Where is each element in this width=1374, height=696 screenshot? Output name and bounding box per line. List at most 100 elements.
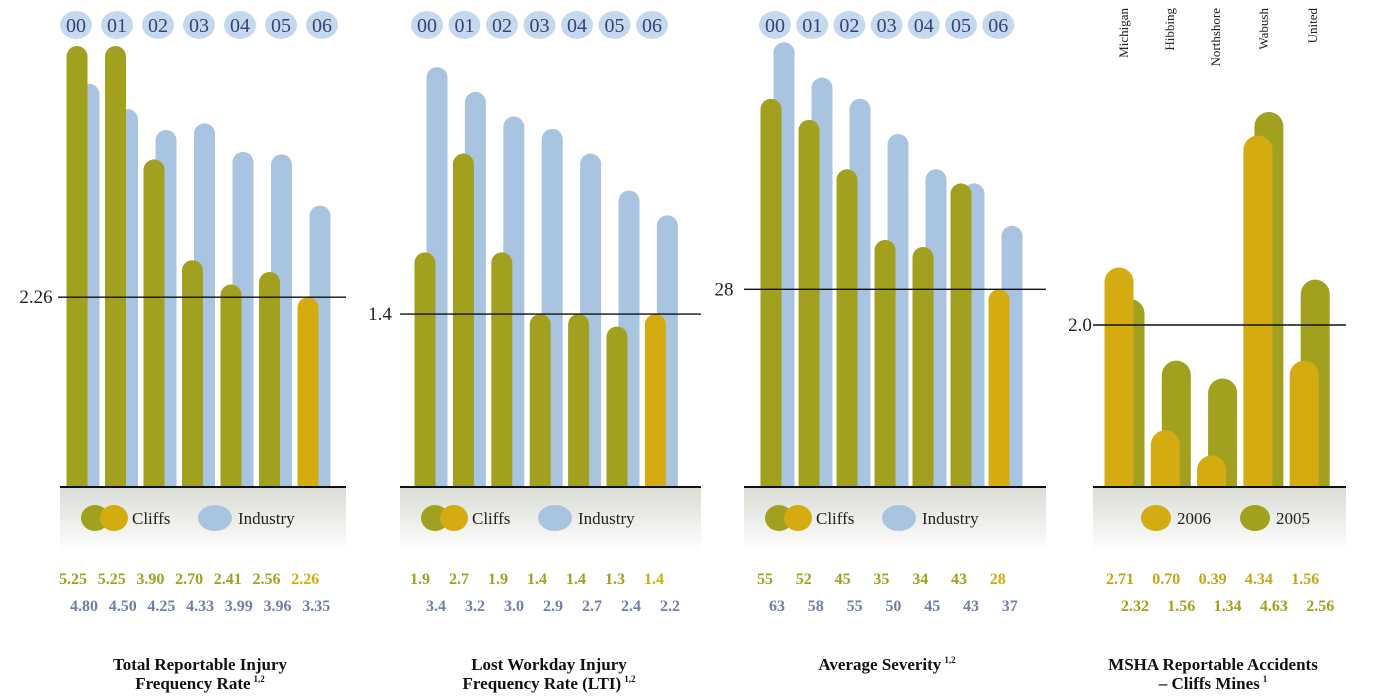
value-label-industry: 3.4: [426, 598, 446, 615]
chart-title-line-1: Lost Workday Injury: [471, 655, 627, 674]
year-label-06: 06: [988, 15, 1008, 37]
value-label-cliffs: 5.25: [59, 571, 87, 588]
year-label-04: 04: [914, 15, 934, 37]
bar-cliffs-04: [220, 284, 242, 487]
value-label-2006: 0.70: [1152, 571, 1180, 588]
chart-panel-2: 1.4 Cliffs Industry 00 01 02 03 04 05 06 1.9 2.7 1.9…: [368, 11, 701, 693]
legend-label-2005: 2005: [1276, 509, 1310, 528]
value-label-industry: 4.80: [70, 598, 98, 615]
value-label-2006: 4.34: [1245, 571, 1273, 588]
year-badge-04: [224, 11, 256, 39]
year-label-03: 03: [189, 15, 209, 37]
bar-cliffs-00: [414, 252, 436, 487]
bar-cliffs-03: [529, 314, 551, 487]
value-label-cliffs: 45: [835, 571, 851, 588]
bar-cliffs-00: [760, 98, 782, 487]
year-label-05: 05: [605, 15, 625, 37]
value-label-cliffs: 5.25: [98, 571, 126, 588]
value-label-cliffs: 35: [873, 571, 889, 588]
year-badge-05: [945, 11, 977, 39]
year-badge-04: [561, 11, 593, 39]
year-label-02: 02: [839, 15, 859, 37]
legend-swatch-industry: [538, 505, 572, 531]
year-label-02: 02: [492, 15, 512, 37]
year-badge-00: [60, 11, 92, 39]
year-badge-05: [598, 11, 631, 39]
value-label-industry: 55: [847, 598, 863, 615]
value-label-industry: 63: [769, 598, 785, 615]
value-label-industry: 3.96: [264, 598, 292, 615]
bar-2006-united: [1289, 360, 1319, 487]
value-label-2006: 1.56: [1291, 571, 1319, 588]
year-badge-01: [101, 11, 133, 39]
year-badge-03: [183, 11, 215, 39]
mine-label-hibbing: Hibbing: [1162, 8, 1177, 51]
bar-cliffs-04: [912, 246, 934, 487]
value-label-cliffs: 55: [757, 571, 773, 588]
value-label-industry: 3.2: [465, 598, 485, 615]
value-label-2005: 4.63: [1260, 598, 1288, 615]
chart-title-line-2: Frequency Rate (LTI) 1,2: [463, 674, 636, 693]
chart-panel-4: 2.0 2006 2005 Michigan Hibbing Northshore Wabu…: [1068, 8, 1346, 693]
chart-title-line-2: Frequency Rate 1,2: [135, 674, 265, 693]
value-label-cliffs: 1.4: [644, 571, 664, 588]
value-label-cliffs: 34: [912, 571, 928, 588]
chart-title: MSHA Reportable Accidents– Cliffs Mines 1: [1108, 655, 1318, 693]
chart-title-line-1: Average Severity 1,2: [818, 655, 956, 674]
legend-swatch-2005: [1240, 505, 1270, 531]
value-label-cliffs: 1.9: [410, 571, 430, 588]
value-label-cliffs: 1.4: [527, 571, 547, 588]
year-badge-02: [486, 11, 518, 39]
value-label-cliffs: 1.3: [605, 571, 625, 588]
bar-2006-hibbing: [1150, 430, 1180, 487]
year-badge-02: [833, 11, 866, 39]
year-label-00: 00: [417, 15, 437, 37]
legend-label-industry: Industry: [238, 509, 295, 528]
bar-cliffs-03: [182, 260, 203, 487]
value-label-industry: 3.0: [504, 598, 524, 615]
value-label-industry: 4.25: [147, 598, 175, 615]
value-label-cliffs: 1.9: [488, 571, 508, 588]
value-label-industry: 2.9: [543, 598, 563, 615]
reference-label: 2.0: [1068, 315, 1092, 336]
chart-title-line-1: Total Reportable Injury: [113, 655, 288, 674]
year-label-05: 05: [271, 15, 291, 37]
bar-cliffs-05: [950, 183, 972, 488]
bar-cliffs-05: [606, 326, 628, 487]
value-label-industry: 58: [808, 598, 824, 615]
value-label-industry: 50: [885, 598, 901, 615]
legend-label-industry: Industry: [578, 509, 635, 528]
year-badge-03: [870, 11, 903, 39]
mine-label-wabush: Wabush: [1256, 8, 1271, 50]
legend-label-cliffs: Cliffs: [816, 509, 854, 528]
legend-swatch-industry: [198, 505, 232, 531]
value-label-2006: 2.71: [1106, 571, 1134, 588]
value-label-industry: 4.33: [186, 598, 214, 615]
year-label-00: 00: [765, 15, 785, 37]
value-label-industry: 45: [924, 598, 940, 615]
value-label-cliffs: 2.70: [175, 571, 203, 588]
bar-2006-wabush: [1243, 135, 1273, 487]
chart-panel-1: 2.26 Cliffs Industry 00 01 02 03 04 05 06 5.25 5.25…: [19, 11, 346, 693]
year-badge-01: [448, 11, 481, 39]
year-badge-03: [523, 11, 556, 39]
year-label-00: 00: [66, 15, 86, 37]
value-label-industry: 2.4: [621, 598, 641, 615]
legend-swatch-cliffs-gold: [100, 505, 128, 531]
year-label-03: 03: [530, 15, 550, 37]
year-badge-00: [411, 11, 443, 39]
bar-cliffs-05: [259, 271, 280, 487]
year-label-01: 01: [455, 15, 475, 37]
value-label-cliffs: 2.41: [214, 571, 242, 588]
year-badge-05: [265, 11, 297, 39]
legend-swatch-2006: [1141, 505, 1171, 531]
year-label-04: 04: [567, 15, 587, 37]
value-label-cliffs: 2.7: [449, 571, 469, 588]
year-label-06: 06: [642, 15, 662, 37]
bar-cliffs-06: [988, 289, 1010, 487]
year-badge-00: [759, 11, 791, 39]
legend: Cliffs Industry: [421, 505, 635, 531]
mine-label-northshore: Northshore: [1208, 8, 1223, 67]
value-label-industry: 2.7: [582, 598, 602, 615]
